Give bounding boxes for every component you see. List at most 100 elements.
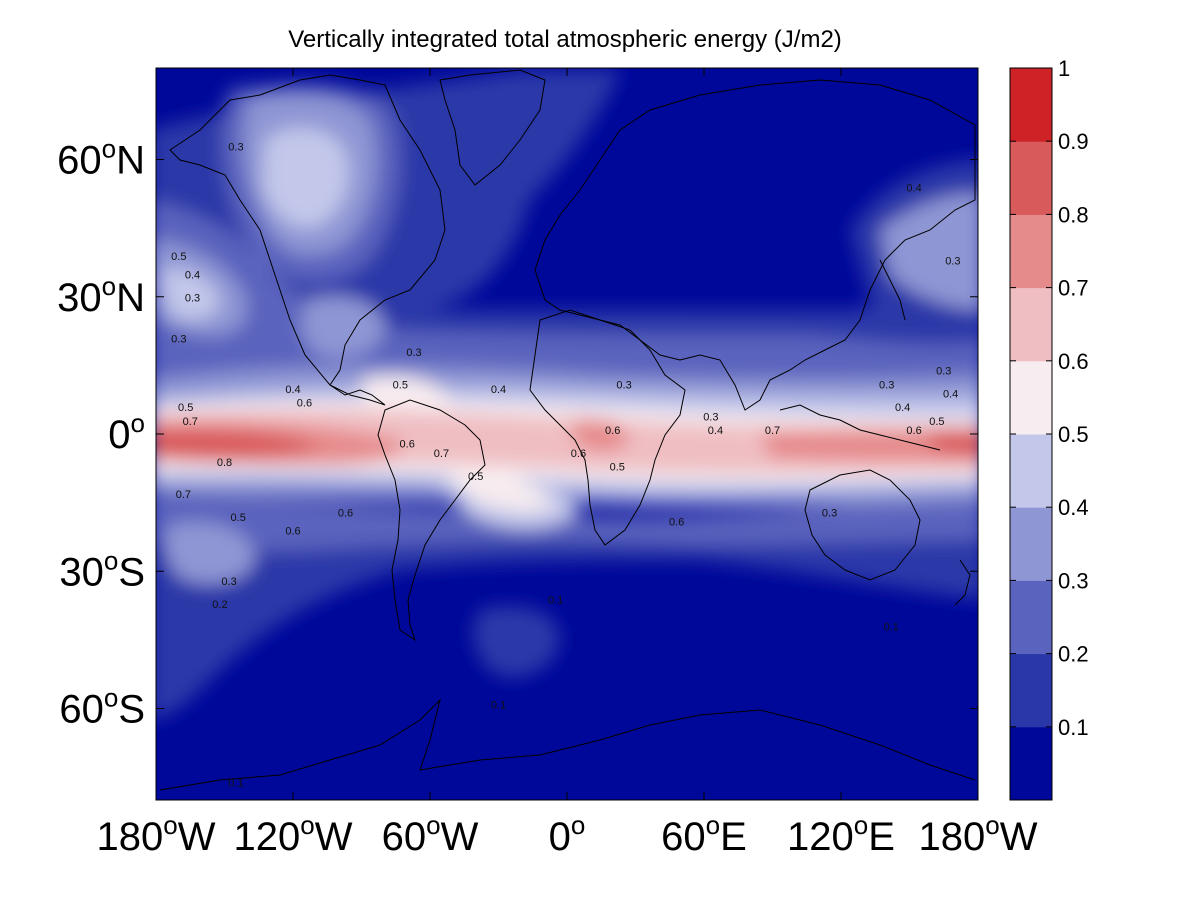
band-south-0-2b (473, 606, 560, 678)
contour-label: 0.6 (400, 439, 415, 451)
contour-label: 0.3 (228, 141, 243, 153)
colorbar-segment (1010, 434, 1052, 508)
coastline-south-america (377, 399, 486, 642)
lon-tick-label: 120oE (787, 810, 895, 859)
contour-label: 0.5 (393, 379, 408, 391)
contour-label: 0.7 (176, 489, 191, 501)
contour-label: 0.1 (548, 594, 563, 606)
latitude-axis-labels: 60oN 30oN 0o 30oS 60oS (57, 134, 145, 732)
contour-label: 0.3 (406, 347, 421, 359)
contour-label: 0.6 (605, 425, 620, 437)
colorbar: 0.1 0.2 0.3 0.4 0.5 0.6 0.7 0.8 0.9 1 (1009, 56, 1089, 801)
colorbar-label: 0.6 (1058, 349, 1089, 374)
field-blobs (156, 70, 978, 720)
contour-label: 0.6 (571, 448, 586, 460)
colorbar-segment (1010, 580, 1052, 655)
lon-tick-label: 60oW (382, 810, 479, 859)
band-0-8-wpac (760, 428, 978, 462)
band-0-5-nam (262, 127, 349, 228)
contour-label: 0.3 (171, 334, 186, 346)
colorbar-label: 0.5 (1058, 422, 1089, 447)
contour-label: 0.6 (669, 517, 684, 529)
contour-label: 0.5 (929, 416, 944, 428)
band-0-4-ao (301, 296, 385, 359)
contour-label: 0.1 (491, 700, 506, 712)
colorbar-segment (1010, 68, 1052, 142)
contour-label: 0.5 (468, 471, 483, 483)
map-title: Vertically integrated total atmospheric … (288, 26, 842, 53)
contour-label: 0.4 (185, 269, 200, 281)
lat-tick-label: 30oS (59, 545, 145, 594)
lon-tick-label: 0o (549, 810, 586, 859)
band-south-0-2 (156, 503, 978, 720)
contour-label: 0.7 (434, 448, 449, 460)
band-0-4-sp (165, 521, 255, 584)
contour-label: 0.5 (171, 251, 186, 263)
coastline-greenland (439, 69, 546, 186)
contour-label-layer: 0.5 0.4 0.3 0.3 0.5 0.7 0.8 0.7 0.5 0.6 0.6 0.4 0.6 0… (171, 141, 960, 789)
contour-label: 0.5 (178, 402, 193, 414)
contour-label: 0.6 (338, 507, 353, 519)
contour-label: 0.5 (610, 462, 625, 474)
colorbar-segment (1010, 214, 1052, 289)
contour-label: 0.6 (285, 526, 300, 538)
colorbar-segment (1010, 360, 1052, 435)
coastline-australia (804, 469, 921, 581)
contour-label: 0.3 (221, 576, 236, 588)
colorbar-segment (1010, 287, 1052, 362)
lat-tick-label: 60oS (59, 683, 145, 732)
band-0-4-ne (880, 193, 978, 310)
band-0-3-south (156, 490, 978, 552)
lon-tick-label: 180oW (919, 810, 1038, 859)
contour-label: 0.8 (217, 457, 232, 469)
colorbar-label: 0.1 (1058, 715, 1089, 740)
lon-tick-label: 180oW (97, 810, 216, 859)
coastline-indonesia (779, 404, 941, 451)
colorbar-segment (1010, 726, 1052, 801)
colorbar-label: 0.9 (1058, 129, 1089, 154)
contour-label: 0.6 (906, 425, 921, 437)
contour-label: 0.4 (491, 384, 506, 396)
lat-tick-label: 30oN (57, 271, 145, 320)
colorbar-segment (1010, 507, 1052, 581)
axis-ticks (155, 68, 979, 800)
colorbar-label: 0.3 (1058, 568, 1089, 593)
colorbar-label: 0.4 (1058, 495, 1089, 520)
contour-label: 0.2 (212, 599, 227, 611)
band-0-5-npac (160, 269, 220, 320)
contour-label: 0.5 (231, 512, 246, 524)
band-0-9-wpac (930, 430, 978, 455)
contour-label: 0.7 (765, 425, 780, 437)
contour-label: 0.3 (703, 411, 718, 423)
colorbar-label: 0.8 (1058, 202, 1089, 227)
contour-label: 0.6 (297, 398, 312, 410)
contour-label: 0.1 (884, 622, 899, 634)
coastline-new-zealand (954, 559, 971, 606)
lon-tick-label: 120oW (234, 810, 353, 859)
colorbar-label: 0.7 (1058, 276, 1089, 301)
band-0-6-atl (448, 460, 555, 512)
coastline-eurasia (534, 79, 976, 411)
contour-label: 0.4 (285, 384, 300, 396)
contour-label: 0.3 (936, 366, 951, 378)
colorbar-label: 1 (1058, 56, 1070, 81)
coastline-africa (529, 309, 686, 546)
contour-label: 0.3 (822, 507, 837, 519)
colorbar-segment (1010, 141, 1052, 215)
contour-label: 0.3 (945, 256, 960, 268)
coastline-antarctica (159, 698, 976, 791)
lon-tick-label: 60oE (661, 810, 747, 859)
colorbar-segment (1010, 653, 1052, 728)
contour-label: 0.4 (906, 183, 921, 195)
lat-tick-label: 0o (108, 408, 145, 457)
band-0-9-epac (156, 429, 320, 459)
band-0-8-afr (570, 418, 630, 452)
contour-label: 0.7 (183, 416, 198, 428)
contour-label: 0.4 (943, 388, 958, 400)
contour-label: 0.1 (228, 777, 243, 789)
colorbar-label: 0.2 (1058, 642, 1089, 667)
coastlines (159, 69, 976, 791)
contour-label: 0.3 (185, 292, 200, 304)
contour-label: 0.4 (895, 402, 910, 414)
